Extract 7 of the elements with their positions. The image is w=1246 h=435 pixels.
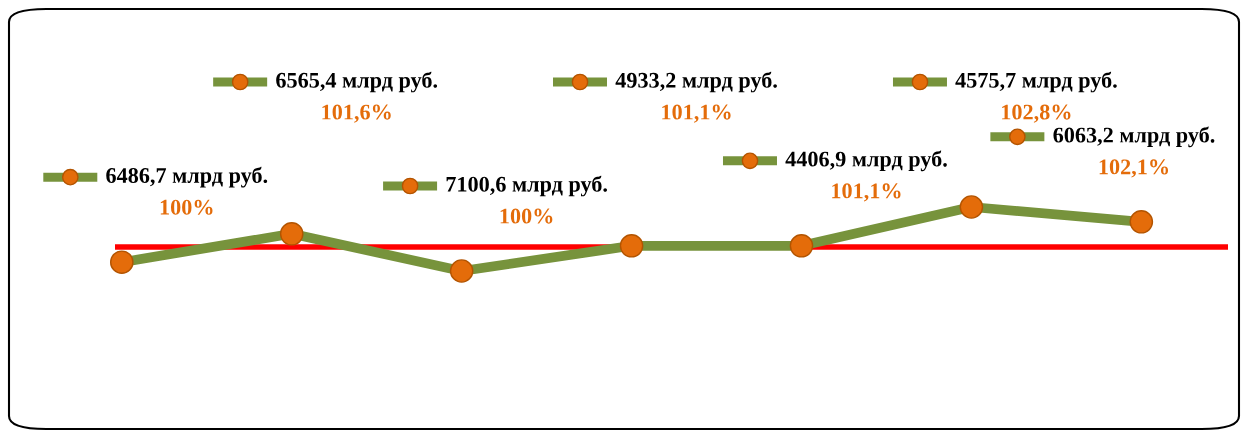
text: 6565,4 млрд руб. 101,6% <box>276 71 438 123</box>
annotation: 6486,7 млрд руб. 100% <box>106 166 268 215</box>
text: 4406,9 млрд руб. 101,1% <box>785 150 947 202</box>
annotation: 7100,6 млрд руб. 100% <box>446 175 607 224</box>
text: 4575,7 млрд руб. 102,8% <box>955 71 1117 123</box>
text: 4933,2 млрд руб. 101,1% <box>615 71 777 123</box>
text: 6063,2 млрд руб. 102,1% <box>1053 126 1215 178</box>
